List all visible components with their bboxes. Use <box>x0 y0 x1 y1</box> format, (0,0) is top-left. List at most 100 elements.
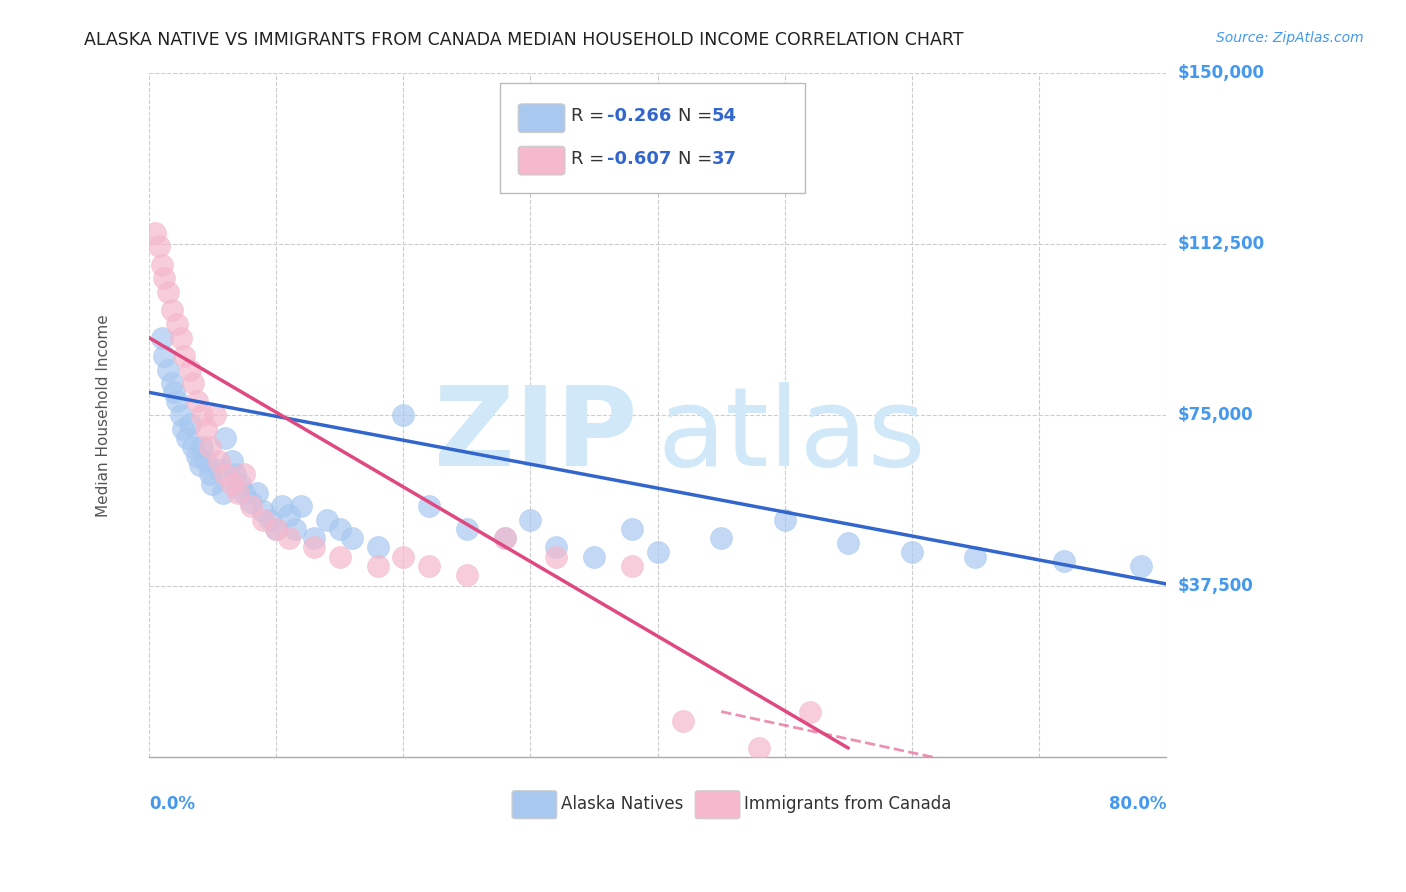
Text: ZIP: ZIP <box>434 382 637 489</box>
Point <box>221 454 243 468</box>
Point <box>494 531 516 545</box>
Point <box>188 458 211 473</box>
Point <box>204 408 226 422</box>
Point <box>163 385 186 400</box>
FancyBboxPatch shape <box>519 103 565 133</box>
Point <box>221 476 243 491</box>
Point <box>150 330 173 344</box>
Point <box>246 485 269 500</box>
Point <box>456 522 478 536</box>
Text: atlas: atlas <box>658 382 927 489</box>
Point <box>264 522 287 536</box>
Point <box>179 417 201 432</box>
Point <box>582 549 605 564</box>
Point <box>198 440 221 454</box>
Point <box>233 467 256 482</box>
Text: $37,500: $37,500 <box>1177 577 1253 595</box>
Point <box>179 362 201 376</box>
Point <box>166 317 188 331</box>
Point <box>208 463 231 477</box>
Point <box>252 513 274 527</box>
Point <box>201 476 224 491</box>
FancyBboxPatch shape <box>512 790 557 819</box>
Point <box>186 394 208 409</box>
Text: 54: 54 <box>711 107 737 125</box>
Point <box>198 467 221 482</box>
Point <box>965 549 987 564</box>
Point <box>329 522 352 536</box>
FancyBboxPatch shape <box>501 83 806 193</box>
Point <box>316 513 339 527</box>
Text: $150,000: $150,000 <box>1177 64 1264 82</box>
Point <box>277 531 299 545</box>
Point <box>191 440 214 454</box>
Point <box>214 467 236 482</box>
Point <box>392 549 415 564</box>
Point <box>621 558 644 573</box>
Point <box>148 239 170 253</box>
Point <box>239 500 262 514</box>
Point <box>519 513 541 527</box>
Point <box>211 485 233 500</box>
Point <box>150 258 173 272</box>
Point <box>456 567 478 582</box>
Point <box>329 549 352 564</box>
Point <box>367 558 389 573</box>
Point <box>183 376 205 391</box>
Point <box>367 541 389 555</box>
Point <box>233 485 256 500</box>
Text: N =: N = <box>678 150 718 168</box>
Point <box>156 362 179 376</box>
Point <box>195 422 218 436</box>
Point <box>264 522 287 536</box>
Text: ALASKA NATIVE VS IMMIGRANTS FROM CANADA MEDIAN HOUSEHOLD INCOME CORRELATION CHAR: ALASKA NATIVE VS IMMIGRANTS FROM CANADA … <box>84 31 965 49</box>
Text: 0.0%: 0.0% <box>149 795 195 813</box>
Point <box>302 541 325 555</box>
Point <box>901 545 924 559</box>
Point <box>799 705 821 719</box>
Point <box>160 376 183 391</box>
FancyBboxPatch shape <box>519 146 565 175</box>
Point <box>186 449 208 463</box>
Point <box>647 545 669 559</box>
Point <box>208 454 231 468</box>
FancyBboxPatch shape <box>695 790 740 819</box>
Point <box>229 476 252 491</box>
Point <box>172 422 194 436</box>
Point <box>672 714 695 728</box>
Point <box>224 467 246 482</box>
Point <box>773 513 796 527</box>
Point <box>252 504 274 518</box>
Text: R =: R = <box>571 107 610 125</box>
Text: $75,000: $75,000 <box>1177 406 1253 424</box>
Text: R =: R = <box>571 150 610 168</box>
Point <box>271 500 294 514</box>
Point <box>195 454 218 468</box>
Point <box>166 394 188 409</box>
Text: -0.266: -0.266 <box>606 107 671 125</box>
Point <box>302 531 325 545</box>
Point <box>214 431 236 445</box>
Point <box>173 349 195 363</box>
Point <box>748 741 770 756</box>
Text: Alaska Natives: Alaska Natives <box>561 796 683 814</box>
Point <box>284 522 307 536</box>
Point <box>160 303 183 318</box>
Point <box>418 558 440 573</box>
Point <box>191 408 214 422</box>
Point <box>169 330 191 344</box>
Text: Source: ZipAtlas.com: Source: ZipAtlas.com <box>1216 31 1364 45</box>
Point <box>239 495 262 509</box>
Point <box>183 440 205 454</box>
Text: N =: N = <box>678 107 718 125</box>
Point <box>259 513 281 527</box>
Text: Median Household Income: Median Household Income <box>96 314 111 516</box>
Text: -0.607: -0.607 <box>606 150 671 168</box>
Point <box>143 226 166 240</box>
Point <box>169 408 191 422</box>
Point <box>837 536 859 550</box>
Text: $112,500: $112,500 <box>1177 235 1264 253</box>
Point <box>1129 558 1152 573</box>
Point <box>290 500 312 514</box>
Text: 37: 37 <box>711 150 737 168</box>
